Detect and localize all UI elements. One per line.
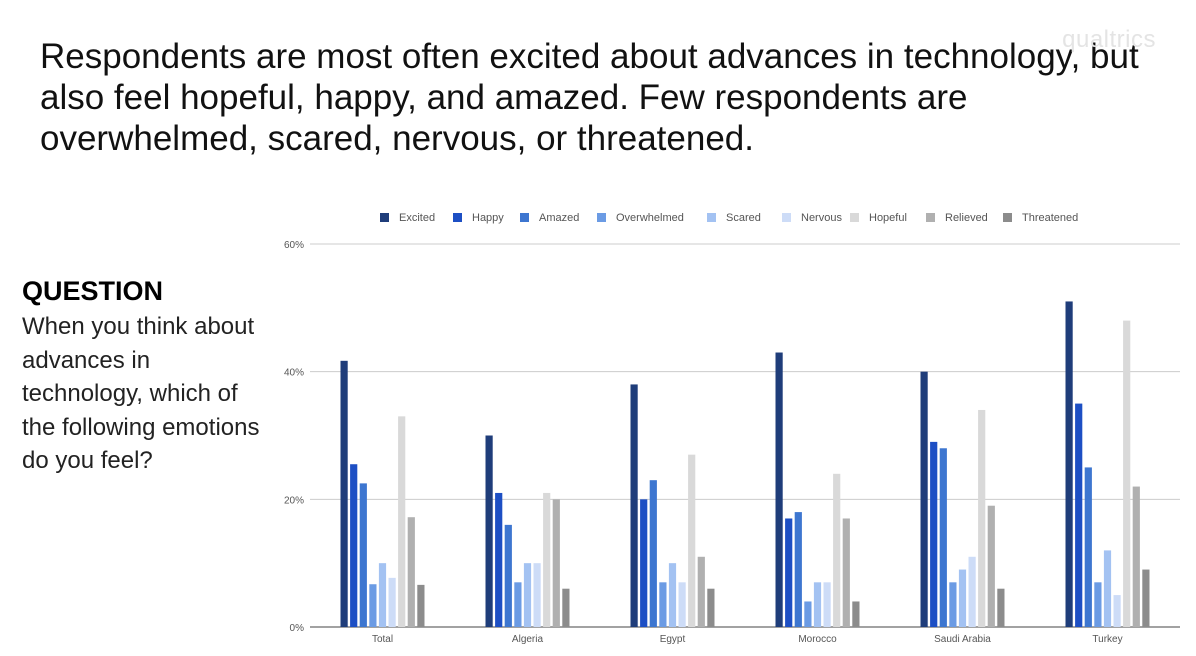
legend-swatch-amazed [520, 213, 529, 222]
legend-label-relieved: Relieved [945, 212, 988, 224]
bar-scared-egypt [668, 563, 677, 627]
bar-threatened-morocco [852, 601, 860, 627]
x-tick-label: Egypt [660, 634, 686, 645]
legend-label-overwhelmed: Overwhelmed [616, 212, 684, 224]
bar-nervous-egypt [678, 582, 686, 627]
bar-excited-total [340, 360, 348, 627]
legend-swatch-overwhelmed [597, 213, 606, 222]
qualtrics-logo: qualtrics [1062, 26, 1156, 53]
legend-label-amazed: Amazed [539, 212, 579, 224]
bar-excited-egypt [630, 384, 638, 627]
bar-excited-saudi-arabia [920, 371, 928, 627]
bar-happy-total [350, 464, 358, 627]
bar-happy-turkey [1075, 403, 1083, 627]
bar-hopeful-egypt [688, 454, 696, 627]
bar-excited-turkey [1065, 301, 1073, 627]
bar-relieved-saudi-arabia [987, 505, 995, 627]
bar-amazed-total [359, 483, 367, 627]
bar-threatened-total [417, 584, 425, 627]
legend-label-hopeful: Hopeful [869, 212, 907, 224]
bar-threatened-egypt [707, 588, 715, 627]
bar-scared-saudi-arabia [958, 569, 967, 627]
bar-amazed-algeria [504, 524, 512, 627]
bar-hopeful-saudi-arabia [978, 409, 986, 627]
y-tick-label: 20% [284, 495, 304, 506]
bar-scared-morocco [813, 582, 822, 627]
bar-excited-morocco [775, 352, 783, 627]
bar-happy-saudi-arabia [930, 441, 938, 627]
bar-excited-algeria [485, 435, 493, 627]
y-tick-label: 60% [284, 240, 304, 251]
legend-label-happy: Happy [472, 212, 504, 224]
legend-swatch-nervous [782, 213, 791, 222]
bar-amazed-saudi-arabia [939, 448, 947, 627]
bar-happy-algeria [495, 492, 503, 627]
legend-swatch-happy [453, 213, 462, 222]
bar-relieved-egypt [697, 556, 705, 627]
x-tick-label: Total [372, 634, 393, 645]
bar-scared-algeria [523, 563, 532, 627]
bar-nervous-total [388, 577, 396, 627]
question-heading: QUESTION [22, 276, 164, 306]
legend-label-scared: Scared [726, 212, 761, 224]
legend-label-nervous: Nervous [801, 212, 842, 224]
bar-happy-morocco [785, 518, 793, 627]
bar-amazed-morocco [794, 512, 802, 627]
bar-hopeful-total [398, 416, 406, 627]
bar-scared-total [378, 563, 387, 627]
bar-overwhelmed-turkey [1094, 582, 1102, 627]
bar-scared-turkey [1103, 550, 1112, 627]
y-tick-label: 0% [290, 623, 305, 634]
bar-overwhelmed-saudi-arabia [949, 582, 957, 627]
bar-overwhelmed-algeria [514, 582, 522, 627]
question-text: When you think about advances in technol… [22, 313, 260, 474]
bar-hopeful-turkey [1123, 320, 1131, 627]
bar-chart: 0% 20% 40% 60% Total Algeria Egypt Morocco Saudi… [284, 212, 1180, 645]
legend-swatch-scared [707, 213, 716, 222]
y-tick-label: 40% [284, 368, 304, 379]
bar-amazed-egypt [649, 480, 657, 627]
bar-overwhelmed-total [369, 584, 377, 627]
bar-threatened-turkey [1142, 569, 1150, 627]
bar-hopeful-morocco [833, 473, 841, 627]
bar-happy-egypt [640, 499, 648, 627]
bar-threatened-saudi-arabia [997, 588, 1005, 627]
legend-label-threatened: Threatened [1022, 212, 1078, 224]
legend-swatch-hopeful [850, 213, 859, 222]
bar-hopeful-algeria [543, 492, 551, 627]
bar-relieved-total [407, 517, 415, 627]
headline: Respondents are most often excited about… [40, 37, 1139, 158]
legend-swatch-threatened [1003, 213, 1012, 222]
bar-threatened-algeria [562, 588, 570, 627]
bar-relieved-turkey [1132, 486, 1140, 627]
x-tick-label: Turkey [1092, 634, 1122, 645]
x-tick-label: Saudi Arabia [934, 634, 991, 645]
bar-overwhelmed-morocco [804, 601, 812, 627]
x-tick-label: Morocco [798, 634, 837, 645]
legend-swatch-relieved [926, 213, 935, 222]
bar-amazed-turkey [1084, 467, 1092, 627]
bar-nervous-algeria [533, 563, 541, 627]
bar-nervous-saudi-arabia [968, 556, 976, 627]
bar-nervous-morocco [823, 582, 831, 627]
bar-nervous-turkey [1113, 595, 1121, 627]
question-box: QUESTION When you think about advances i… [22, 274, 262, 478]
x-tick-label: Algeria [512, 634, 544, 645]
legend-swatch-excited [380, 213, 389, 222]
bar-relieved-morocco [842, 518, 850, 627]
bar-relieved-algeria [552, 499, 560, 627]
bar-overwhelmed-egypt [659, 582, 667, 627]
legend-label-excited: Excited [399, 212, 435, 224]
